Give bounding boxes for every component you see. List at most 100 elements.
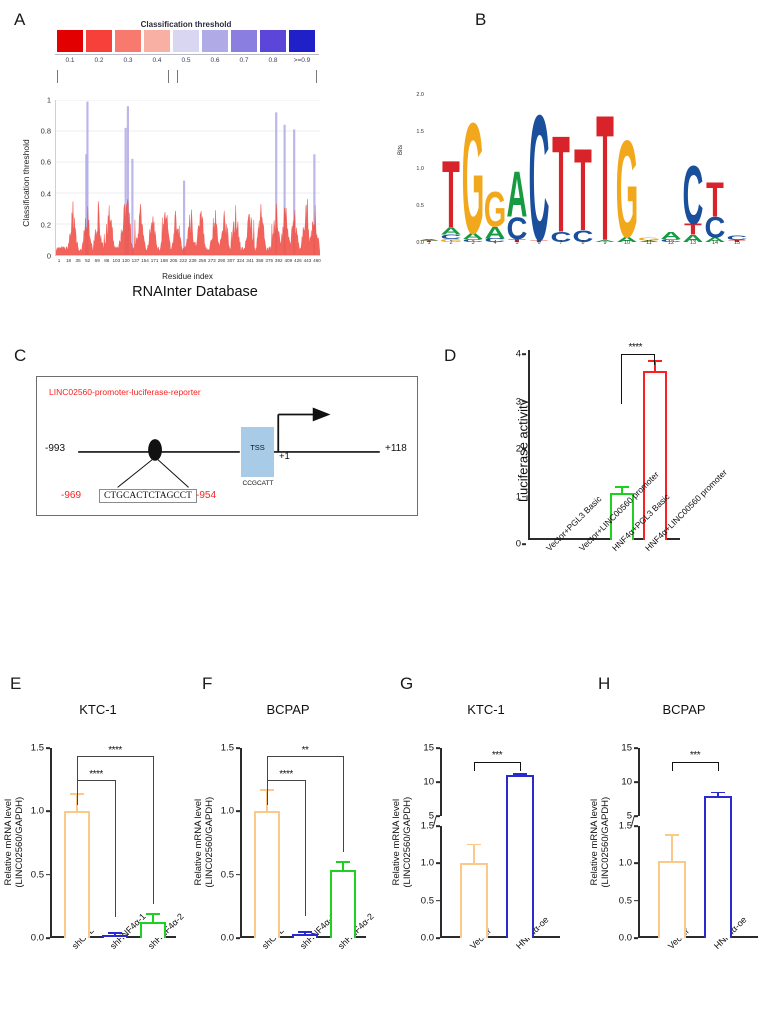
errorbar [671, 835, 673, 862]
y-tickmark [236, 810, 240, 813]
panel-b-x-tick: 9 [603, 240, 607, 246]
panel-g-title: KTC-1 [467, 702, 505, 717]
y-tickmark-lower [634, 862, 638, 865]
panel-d-sig-bar [621, 354, 654, 356]
panel-b-x-tick: 13 [689, 240, 697, 246]
panel-b-x-tick: 2 [449, 240, 453, 246]
errorbar-cap [467, 843, 481, 846]
panel-e-title: KTC-1 [79, 702, 117, 717]
svg-text:C: C [441, 234, 462, 241]
sig-bar [77, 756, 153, 758]
panel-f-title: BCPAP [266, 702, 310, 717]
y-tickmark [46, 873, 50, 876]
colorbar-label-4: 0.4 [152, 57, 162, 64]
panel-a-x-tick: 324 [236, 258, 245, 263]
panel-a-y-label: Classification threshold [21, 139, 31, 227]
panel-a-letter: A [14, 10, 26, 29]
errorbar [266, 791, 268, 812]
svg-text:C: C [507, 212, 528, 242]
panel-b-y-tick: 1.5 [416, 129, 424, 135]
panel-b-x-tick: 3 [471, 240, 475, 246]
y-axis-lower [638, 826, 640, 938]
errorbar [76, 794, 78, 812]
colorbar-swatch-7 [231, 30, 257, 52]
colorbar-label-5: 0.5 [181, 57, 191, 64]
panel-a-x-tick: 426 [294, 258, 302, 263]
y-tick-label-lower: 0.5 [618, 895, 632, 907]
svg-text:T: T [552, 108, 570, 242]
sig-bar [77, 780, 115, 782]
svg-text:A: A [507, 158, 528, 230]
errorbar-cap [146, 913, 160, 916]
panel-a-y-tick: 0.2 [40, 220, 51, 230]
y-tickmark [236, 937, 240, 939]
panel-b-x-tick: 5 [515, 240, 519, 246]
axis-break-icon: / [433, 814, 437, 829]
panel-b-x-tick: 4 [493, 240, 497, 246]
panel-a-x-tick: 188 [160, 258, 168, 263]
svg-text:A: A [419, 239, 440, 241]
y-tick-label-upper: 10 [423, 776, 434, 788]
sig-label: ** [301, 745, 309, 756]
y-axis-label: Relative mRNA level (LINC02560/GAPDH) [193, 762, 215, 922]
panel-h-plot: 0.0 0.5 1.0 1.5 5 10 15 / *** [619, 743, 758, 944]
y-tickmark [236, 873, 240, 876]
panel-c-letter: C [14, 346, 27, 365]
colorbar-label-6: 0.6 [210, 57, 220, 64]
colorbar-swatch-4 [144, 30, 170, 52]
y-tickmark-upper [634, 781, 638, 783]
colorbar-swatch-8 [260, 30, 286, 52]
y-tick-label: 0.5 [220, 869, 234, 881]
panel-d-y-tickmark [522, 495, 526, 498]
panel-a-x-tick: 205 [169, 258, 178, 263]
panel-b-x-tick: 12 [667, 240, 675, 246]
y-tick-label-lower: 1.0 [420, 857, 434, 869]
errorbar [717, 791, 719, 796]
svg-text:G: G [484, 181, 507, 237]
svg-text:C: C [463, 238, 484, 242]
panel-d-bar [610, 492, 634, 540]
panel-d-bar [643, 371, 667, 540]
svg-text:C: C [683, 150, 704, 242]
y-tick-label-lower: 0.0 [420, 932, 434, 944]
y-label-line2: (LINC02560/GAPDH) [14, 796, 25, 888]
panel-b-y-ticks: 0.0 0.5 1.0 1.5 2.0 [404, 92, 424, 246]
colorbar-swatch-3 [115, 30, 141, 52]
colorbar-label-1: 0.1 [65, 57, 75, 64]
sig-label: **** [89, 769, 103, 780]
sig-bar [267, 756, 343, 758]
panel-a-spectrum [56, 100, 320, 255]
sig-tick-right [343, 756, 345, 852]
colorbar-label-2: 0.2 [94, 57, 104, 64]
colorbar-title: Classification threshold [140, 20, 232, 29]
sig-tick-right [115, 780, 117, 918]
bar-upper-segment [704, 795, 732, 826]
svg-text:T: T [442, 140, 460, 242]
sig-tick-left [474, 762, 476, 771]
panel-a-y-tick: 0.6 [40, 157, 51, 167]
panel-a-y-tick: 0.4 [40, 189, 51, 199]
panel-b-x-tick: 14 [711, 240, 719, 246]
panel-a-x-tick: 256 [198, 258, 207, 263]
y-tickmark-upper [436, 781, 440, 783]
svg-text:G: G [616, 112, 639, 242]
panel-a-y-ticks: 0 0.2 0.4 0.6 0.8 1 [20, 96, 53, 261]
y-tickmark-upper [436, 747, 440, 749]
y-tickmark-lower [634, 937, 638, 939]
y-axis-upper [440, 748, 442, 816]
y-tick-label: 0.0 [30, 932, 44, 944]
svg-text:T: T [684, 220, 702, 237]
panel-b-y-tick: 0.0 [416, 240, 424, 246]
svg-text:C: C [551, 229, 572, 242]
errorbar [152, 915, 154, 922]
panel-a-x-tick: 52 [85, 258, 91, 263]
sig-tick-right [520, 762, 522, 771]
errorbar-cap [665, 833, 679, 836]
right-coordinate: +118 [385, 443, 407, 454]
svg-text:A: A [595, 239, 616, 242]
reporter-construct-box: LINC02560-promoter-luciferase-reporter T… [36, 376, 418, 516]
svg-text:T: T [574, 126, 592, 242]
